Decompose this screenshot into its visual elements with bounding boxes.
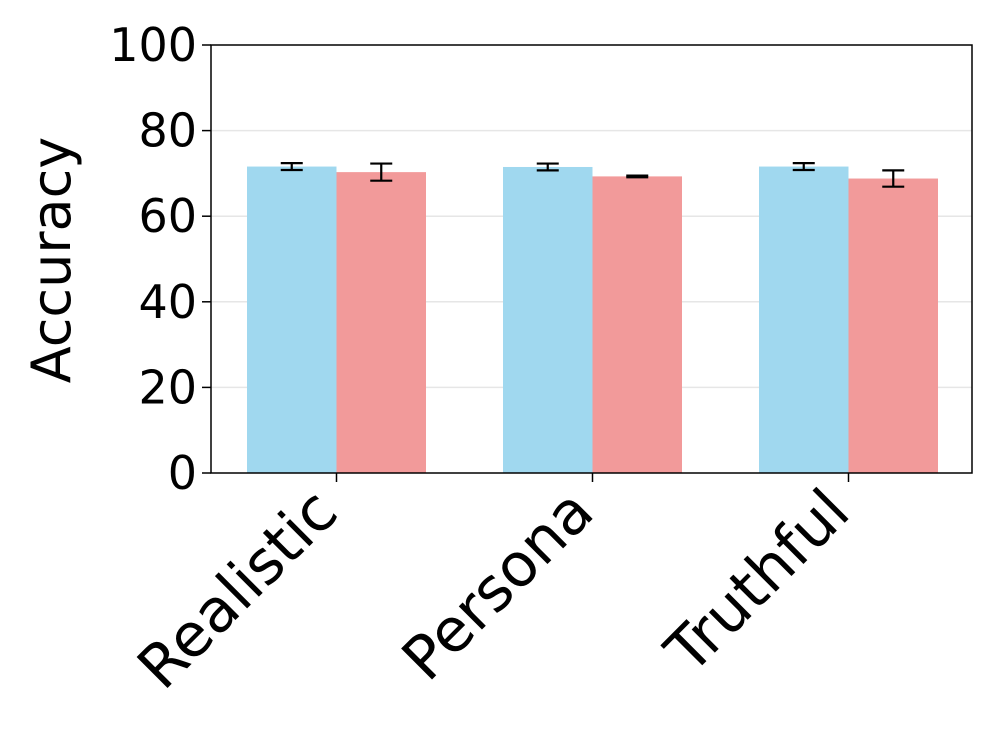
plot-frame [210, 44, 973, 474]
y-tick-label: 60 [138, 189, 197, 243]
y-axis-ticks: 0 20 40 60 80 100 [109, 18, 211, 500]
x-axis-ticks: Realistic Persona Truthful [125, 473, 863, 703]
x-tick-label: Persona [389, 476, 607, 694]
bar [759, 166, 849, 473]
y-tick-label: 20 [138, 360, 197, 414]
bar [336, 172, 426, 473]
bar [592, 176, 682, 473]
bar [848, 178, 938, 473]
bars [247, 166, 938, 474]
x-tick-label: Realistic [125, 476, 352, 703]
bar [503, 166, 593, 474]
y-tick-label: 0 [168, 446, 197, 500]
y-tick-label: 40 [138, 275, 197, 329]
y-axis-title: Accuracy [20, 137, 83, 384]
y-tick-label: 100 [109, 18, 197, 72]
error-bars [280, 162, 905, 188]
x-tick-label: Truthful [652, 476, 863, 687]
bar [247, 166, 337, 473]
y-tick-label: 80 [138, 104, 197, 158]
